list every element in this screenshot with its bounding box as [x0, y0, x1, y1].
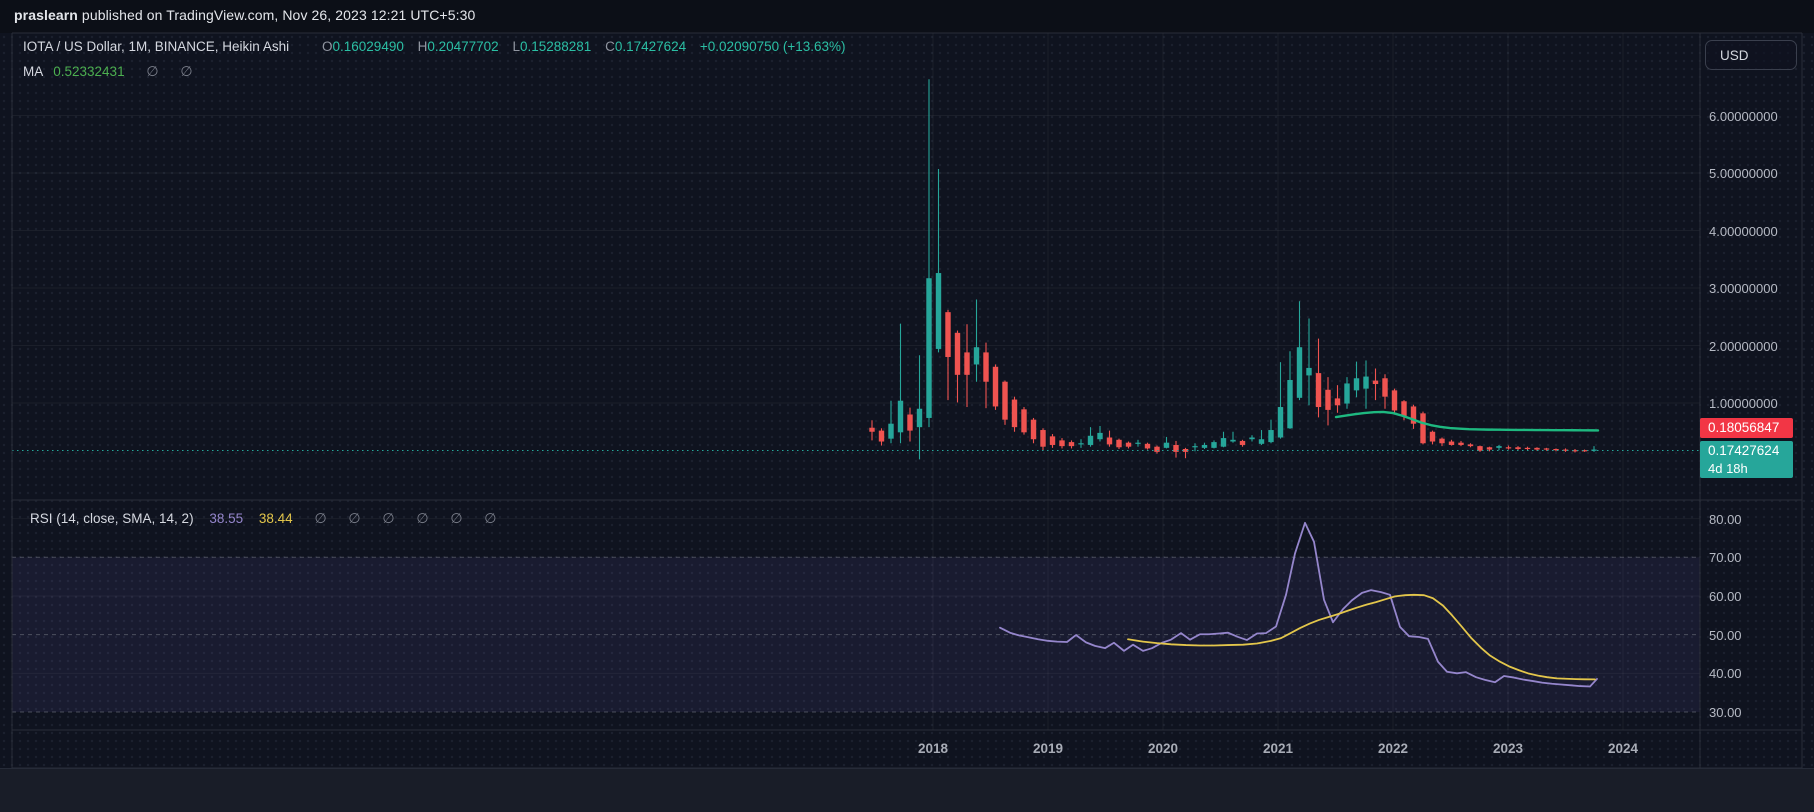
rsi-tick-label: 80.00: [1709, 511, 1742, 527]
rsi-tick-label: 50.00: [1709, 627, 1742, 643]
footer-bar: TradingView: [0, 768, 1814, 812]
rsi-value: 38.55: [209, 511, 244, 526]
low-value: 0.15288281: [519, 39, 592, 54]
price-label-prev-close: 0.18056847: [1700, 418, 1793, 438]
high-label: H: [417, 39, 428, 54]
rsi-tick-label: 40.00: [1709, 666, 1742, 682]
open-label: O: [322, 39, 333, 54]
empty-set-icon: ∅: [314, 510, 327, 526]
empty-set-icon: ∅: [180, 63, 193, 79]
price-label-last: 0.17427624 4d 18h: [1700, 441, 1793, 478]
last-price: 0.17427624: [1708, 443, 1780, 458]
ma-legend[interactable]: MA 0.52332431 ∅ ∅: [23, 63, 193, 80]
year-label-2024: 2024: [1607, 741, 1639, 756]
currency-unit-button[interactable]: USD: [1705, 40, 1797, 70]
ma-value: 0.52332431: [53, 64, 125, 79]
publish-info: published on TradingView.com, Nov 26, 20…: [77, 7, 476, 23]
empty-set-icon: ∅: [348, 510, 361, 526]
publisher-name: praslearn: [14, 7, 78, 23]
year-label-2020: 2020: [1147, 741, 1179, 756]
empty-set-icon: ∅: [416, 510, 429, 526]
rsi-sma-value: 38.44: [258, 511, 293, 526]
year-label-2021: 2021: [1262, 741, 1294, 756]
rsi-tick-label: 60.00: [1709, 588, 1742, 604]
chart-area[interactable]: [0, 33, 1814, 768]
year-label-2018: 2018: [917, 741, 949, 756]
year-label-2019: 2019: [1032, 741, 1064, 756]
high-value: 0.20477702: [427, 39, 499, 54]
bar-countdown: 4d 18h: [1708, 461, 1748, 476]
low-label: L: [512, 39, 520, 54]
rsi-tick-label: 30.00: [1709, 705, 1742, 720]
price-tick-label: 4.00000000: [1709, 223, 1778, 239]
price-tick-label: 2.00000000: [1709, 338, 1778, 354]
close-label: C: [605, 39, 615, 54]
rsi-legend[interactable]: RSI (14, close, SMA, 14, 2) 38.55 38.44 …: [30, 510, 497, 527]
empty-set-icon: ∅: [146, 63, 159, 79]
open-value: 0.16029490: [332, 39, 404, 54]
rsi-tick-label: 70.00: [1709, 550, 1742, 566]
rsi-title: RSI (14, close, SMA, 14, 2): [30, 511, 194, 526]
price-tick-label: 1.00000000: [1709, 396, 1778, 411]
price-tick-label: 5.00000000: [1709, 166, 1778, 181]
empty-set-icon: ∅: [484, 510, 497, 526]
close-value: 0.17427624: [614, 39, 687, 54]
year-label-2023: 2023: [1492, 741, 1524, 756]
publish-header: praslearn published on TradingView.com, …: [14, 7, 475, 23]
change-value: +0.02090750 (+13.63%): [699, 39, 846, 54]
ma-label: MA: [23, 64, 44, 79]
symbol-legend-title[interactable]: IOTA / US Dollar, 1M, BINANCE, Heikin As…: [23, 39, 290, 54]
ohlc-values: O0.16029490 H0.20477702 L0.15288281 C0.1…: [322, 39, 846, 54]
empty-set-icon: ∅: [450, 510, 463, 526]
prev-close-price: 0.18056847: [1708, 420, 1780, 435]
year-label-2022: 2022: [1377, 741, 1409, 756]
price-tick-label: 6.00000000: [1709, 108, 1778, 124]
price-tick-label: 3.00000000: [1709, 281, 1778, 296]
empty-set-icon: ∅: [382, 510, 395, 526]
